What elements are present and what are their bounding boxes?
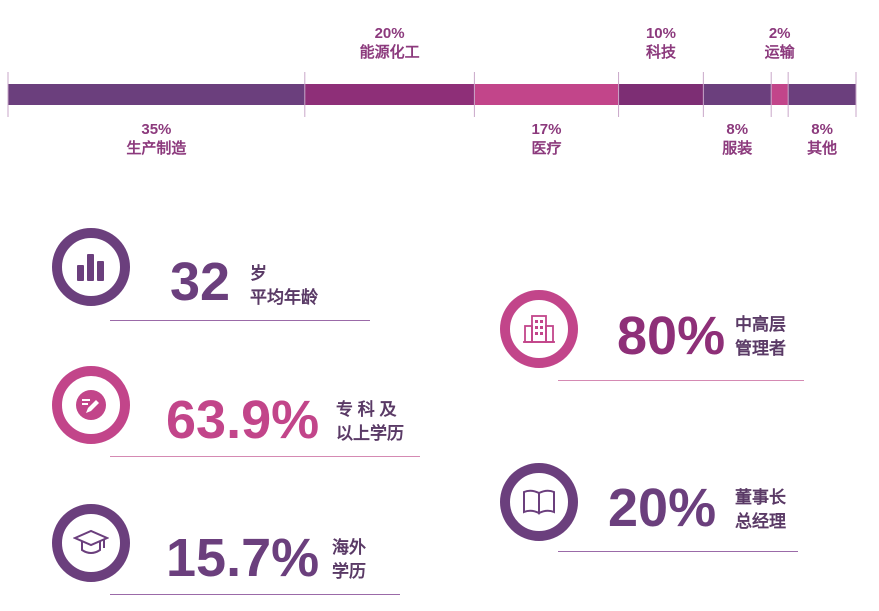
stat-underline <box>110 594 400 595</box>
segment-value-label: 8% <box>811 121 833 138</box>
segment-category-label: 其他 <box>807 140 838 157</box>
bar-segment <box>703 84 772 105</box>
segment-category-label: 科技 <box>645 44 676 61</box>
bar-segment <box>8 84 305 105</box>
bar-segment <box>788 84 856 105</box>
segment-label: 20% 能源化工 <box>360 24 420 62</box>
bar-segment <box>474 84 619 105</box>
stat-value: 15.7% <box>166 528 320 588</box>
graduation-cap-icon <box>73 529 109 554</box>
segment-category-label: 生产制造 <box>126 140 187 157</box>
stat-value: 20% <box>608 478 717 538</box>
segment-value-label: 35% <box>141 121 172 138</box>
segment-label: 2% 运输 <box>765 24 795 62</box>
segment-value-label: 2% <box>768 25 791 42</box>
stat-caption-line1: 岁 <box>250 264 267 283</box>
bar-chart-icon <box>77 254 104 281</box>
stat-value: 63.9% <box>166 390 320 450</box>
segment-category-label: 能源化工 <box>359 44 420 61</box>
segment-label: 10% 科技 <box>646 24 676 62</box>
segment-category-label: 服装 <box>722 140 753 157</box>
stat-caption-line1: 中高层 <box>735 315 786 334</box>
segment-value-label: 10% <box>645 25 676 42</box>
stat-caption-line2: 学历 <box>332 562 366 581</box>
stat-caption-line1: 海外 <box>332 538 366 557</box>
stat-caption-line2: 总经理 <box>735 512 786 531</box>
bar-segment <box>618 84 704 105</box>
segment-category-label: 运输 <box>764 44 795 61</box>
stat-caption-line1: 董事长 <box>735 488 786 507</box>
stat-caption-line2: 以上学历 <box>336 424 404 443</box>
segment-label: 35% 生产制造 <box>126 120 186 158</box>
book-icon <box>523 489 555 515</box>
segment-category-label: 医疗 <box>531 140 562 157</box>
stat-ring <box>500 290 578 368</box>
stat-value: 80% <box>617 306 726 366</box>
stat-underline <box>110 320 370 321</box>
bar-segment <box>304 84 475 105</box>
stat-ring <box>500 463 578 541</box>
stat-caption-line1: 专 科 及 <box>336 400 397 419</box>
segment-label: 8% 其他 <box>807 120 837 158</box>
stat-underline <box>558 380 804 381</box>
stat-ring <box>52 228 130 306</box>
industry-stacked-bar <box>7 72 857 117</box>
pencil-icon <box>76 390 106 420</box>
segment-label: 8% 服装 <box>722 120 752 158</box>
stat-caption-line2: 管理者 <box>735 339 786 358</box>
stat-ring <box>52 504 130 582</box>
segment-value-label: 17% <box>531 121 562 138</box>
segment-label: 17% 医疗 <box>531 120 561 158</box>
stat-underline <box>558 551 798 552</box>
bar-segment <box>771 84 789 105</box>
stat-ring <box>52 366 130 444</box>
stat-value: 32 <box>170 252 231 312</box>
segment-value-label: 20% <box>374 25 405 42</box>
segment-value-label: 8% <box>726 121 749 138</box>
building-icon <box>523 315 555 343</box>
stat-underline <box>110 456 420 457</box>
stat-caption-line2: 平均年龄 <box>250 288 318 307</box>
